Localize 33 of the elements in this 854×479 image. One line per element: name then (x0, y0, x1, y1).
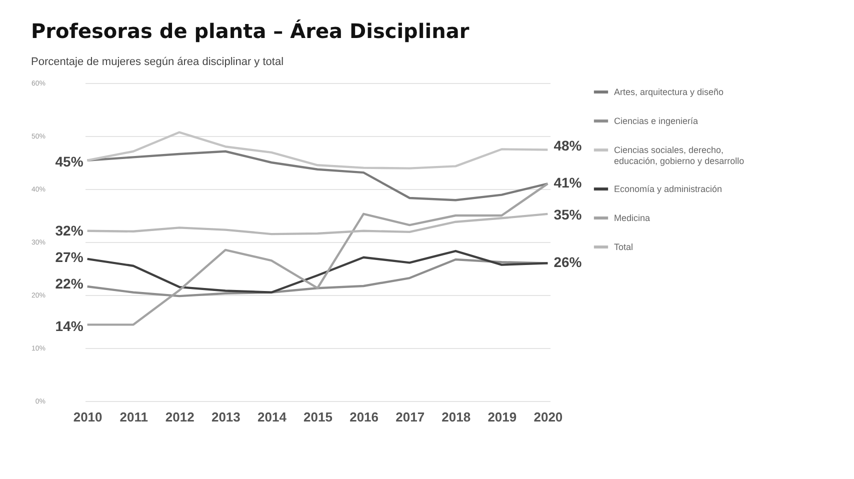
x-tick-label: 2017 (396, 410, 425, 424)
legend-label: Medicina (614, 213, 650, 223)
line-series (86, 182, 549, 326)
line-series (86, 150, 549, 202)
x-tick-label: 2020 (534, 410, 563, 424)
x-tick-label: 2012 (165, 410, 194, 424)
legend-label: Ciencias sociales, derecho, educación, gobierno y desarrollo (614, 145, 744, 166)
legend-label: Ciencias e ingeniería (614, 116, 698, 126)
x-tick-label: 2013 (211, 410, 240, 424)
x-tick-label: 2019 (488, 410, 517, 424)
x-tick-label: 2015 (304, 410, 332, 424)
annotation: 22% (55, 275, 84, 292)
line-series (86, 212, 549, 236)
chart-subtitle: Porcentaje de mujeres según área disciplinar y total (30, 56, 284, 68)
annotation: 41% (554, 174, 582, 191)
x-tick-label: 2016 (350, 410, 378, 424)
x-tick-label: 2014 (258, 410, 288, 424)
annotation: 48% (554, 138, 582, 154)
x-tick-label: 2018 (442, 410, 471, 424)
line-series (86, 250, 549, 294)
x-tick-label: 2010 (73, 410, 102, 424)
legend-label: Total (614, 242, 634, 252)
legend-label: Artes, arquitectura y diseño (614, 87, 724, 97)
chart-title: Profesoras de planta – Área Disciplinar (30, 19, 470, 43)
annotation: 32% (55, 222, 84, 238)
annotation: 14% (55, 318, 84, 334)
annotation: 26% (554, 254, 582, 270)
legend-label: Economía y administración (614, 184, 722, 194)
line-series (86, 131, 549, 170)
x-tick-label: 2011 (120, 410, 148, 424)
annotation: 45% (55, 154, 84, 170)
annotation: 35% (554, 206, 582, 222)
annotation: 27% (55, 248, 84, 265)
